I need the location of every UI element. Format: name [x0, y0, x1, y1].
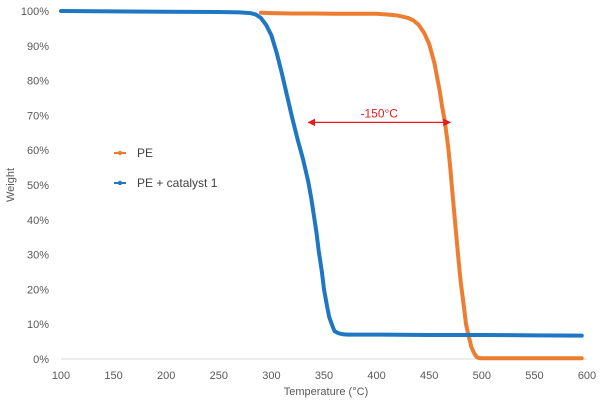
x-tick-label: 100: [52, 370, 70, 382]
x-tick-label: 450: [420, 370, 438, 382]
x-axis-title: Temperature (°C): [284, 386, 368, 398]
x-tick-label: 350: [315, 370, 333, 382]
legend: PE PE + catalyst 1: [114, 146, 218, 190]
y-tick-label: 10%: [27, 319, 49, 331]
x-tick-label: 500: [473, 370, 491, 382]
legend-marker: [117, 150, 123, 156]
legend-item-pe: PE: [114, 146, 153, 160]
series-line-pe-catalyst-1: [59, 9, 584, 338]
y-tick-label: 30%: [27, 250, 49, 262]
y-tick-label: 100%: [21, 6, 49, 18]
annotation: -150°C: [307, 106, 452, 127]
x-tick-label: 550: [525, 370, 543, 382]
y-axis-title: Weight: [5, 168, 17, 202]
legend-label: PE: [137, 146, 153, 160]
difference-label: -150°C: [360, 106, 398, 120]
y-tick-label: 20%: [27, 284, 49, 296]
x-tick-label: 200: [157, 370, 175, 382]
y-tick-label: 70%: [27, 110, 49, 122]
legend-marker: [117, 180, 123, 186]
x-tick-label: 600: [578, 370, 596, 382]
y-tick-label: 90%: [27, 41, 49, 53]
x-tick-label: 250: [210, 370, 228, 382]
legend-item-pe-catalyst-1: PE + catalyst 1: [114, 176, 218, 190]
legend-label: PE + catalyst 1: [137, 176, 218, 190]
x-tick-label: 400: [367, 370, 385, 382]
y-tick-label: 50%: [27, 180, 49, 192]
x-tick-label: 300: [262, 370, 280, 382]
y-tick-label: 60%: [27, 145, 49, 157]
x-tick-label: 150: [104, 370, 122, 382]
y-tick-label: 40%: [27, 215, 49, 227]
y-tick-label: 0%: [33, 354, 49, 366]
x-axis: 100 150 200 250 300 350 400 450 500 550 …: [52, 370, 596, 382]
y-tick-label: 80%: [27, 76, 49, 88]
y-axis: 0% 10% 20% 30% 40% 50% 60% 70% 80% 90% 1…: [21, 6, 49, 366]
